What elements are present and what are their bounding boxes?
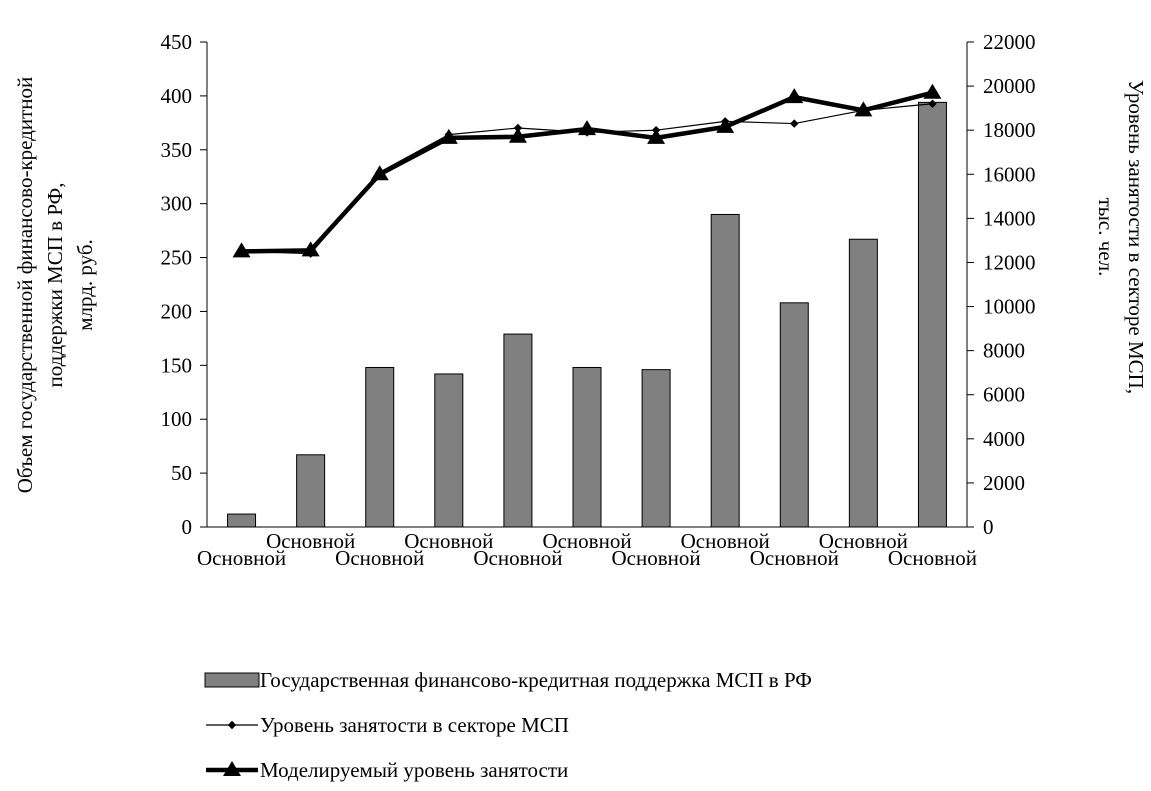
modeled-point xyxy=(439,128,458,144)
bar xyxy=(917,101,947,528)
left-tick-label: 450 xyxy=(161,30,193,54)
left-axis-title-line: млрд. руб. xyxy=(73,239,97,331)
legend-label-support: Государственная финансово-кредитная подд… xyxy=(260,668,812,692)
bar xyxy=(296,454,326,528)
right-tick-label: 22000 xyxy=(983,30,1036,54)
legend-label-modeled: Моделируемый уровень занятости xyxy=(260,758,569,782)
left-tick-label: 300 xyxy=(161,192,193,216)
left-tick-label: 400 xyxy=(161,84,193,108)
x-tick-label: Основной xyxy=(335,546,424,570)
employment-point xyxy=(790,119,799,128)
modeled-point xyxy=(578,120,596,136)
bar xyxy=(710,213,740,528)
x-tick-label: Основной xyxy=(542,529,631,553)
right-tick-label: 4000 xyxy=(983,427,1025,451)
legend-swatch-thick-line xyxy=(206,761,258,776)
left-tick-label: 250 xyxy=(161,246,193,270)
modeled-point xyxy=(785,88,804,104)
left-tick-label: 100 xyxy=(161,407,193,431)
x-tick-label: Основной xyxy=(819,529,908,553)
right-axis-title: Уровень занятости в секторе МСП,тыс. чел… xyxy=(1094,80,1148,394)
legend-swatch-bar xyxy=(204,672,260,688)
bar xyxy=(503,333,533,528)
x-tick-label: Основной xyxy=(266,529,355,553)
left-tick-label: 50 xyxy=(171,461,192,485)
right-tick-label: 12000 xyxy=(983,250,1036,274)
right-axis-title-line: тыс. чел. xyxy=(1094,198,1118,277)
right-axis-title-line: Уровень занятости в секторе МСП, xyxy=(1124,80,1148,394)
x-tick-label: Основной xyxy=(473,546,562,570)
x-tick-label: Основной xyxy=(197,546,286,570)
right-tick-label: 10000 xyxy=(983,295,1036,319)
right-tick-label: 16000 xyxy=(983,162,1036,186)
modeled-point xyxy=(716,117,735,133)
bar xyxy=(848,238,878,528)
x-tick-label: Основной xyxy=(750,546,839,570)
x-tick-label: Основной xyxy=(404,529,493,553)
right-tick-label: 2000 xyxy=(983,471,1025,495)
left-axis-title: Объем государственной финансово-кредитно… xyxy=(13,77,97,494)
modeled-point xyxy=(508,127,527,143)
left-tick-label: 0 xyxy=(182,515,193,539)
modeled-point xyxy=(647,128,666,144)
modeled-point xyxy=(232,242,251,258)
bar xyxy=(365,366,395,528)
right-tick-label: 6000 xyxy=(983,383,1025,407)
legend-swatch-thin-line xyxy=(206,720,258,730)
bar xyxy=(641,369,671,528)
legend-label-employment: Уровень занятости в секторе МСП xyxy=(260,713,569,737)
right-tick-label: 8000 xyxy=(983,339,1025,363)
left-tick-label: 200 xyxy=(161,299,193,323)
modeled-point xyxy=(301,241,320,257)
right-tick-label: 14000 xyxy=(983,206,1036,230)
x-tick-label: Основной xyxy=(681,529,770,553)
modeled-point xyxy=(923,83,942,99)
modeled-point xyxy=(854,101,873,117)
right-tick-label: 0 xyxy=(983,515,994,539)
left-axis-title-line: Объем государственной финансово-кредитно… xyxy=(13,77,37,494)
right-tick-label: 18000 xyxy=(983,118,1036,142)
modeled-point xyxy=(370,165,389,181)
left-tick-label: 150 xyxy=(161,353,193,377)
left-axis-title-line: поддержки МСП в РФ, xyxy=(43,183,67,388)
x-tick-label: Основной xyxy=(612,546,701,570)
x-tick-label: Основной xyxy=(888,546,977,570)
bar xyxy=(227,513,257,528)
bar xyxy=(434,373,464,528)
left-tick-label: 350 xyxy=(161,138,193,162)
bar xyxy=(572,366,602,528)
bar xyxy=(779,302,809,528)
right-tick-label: 20000 xyxy=(983,74,1036,98)
